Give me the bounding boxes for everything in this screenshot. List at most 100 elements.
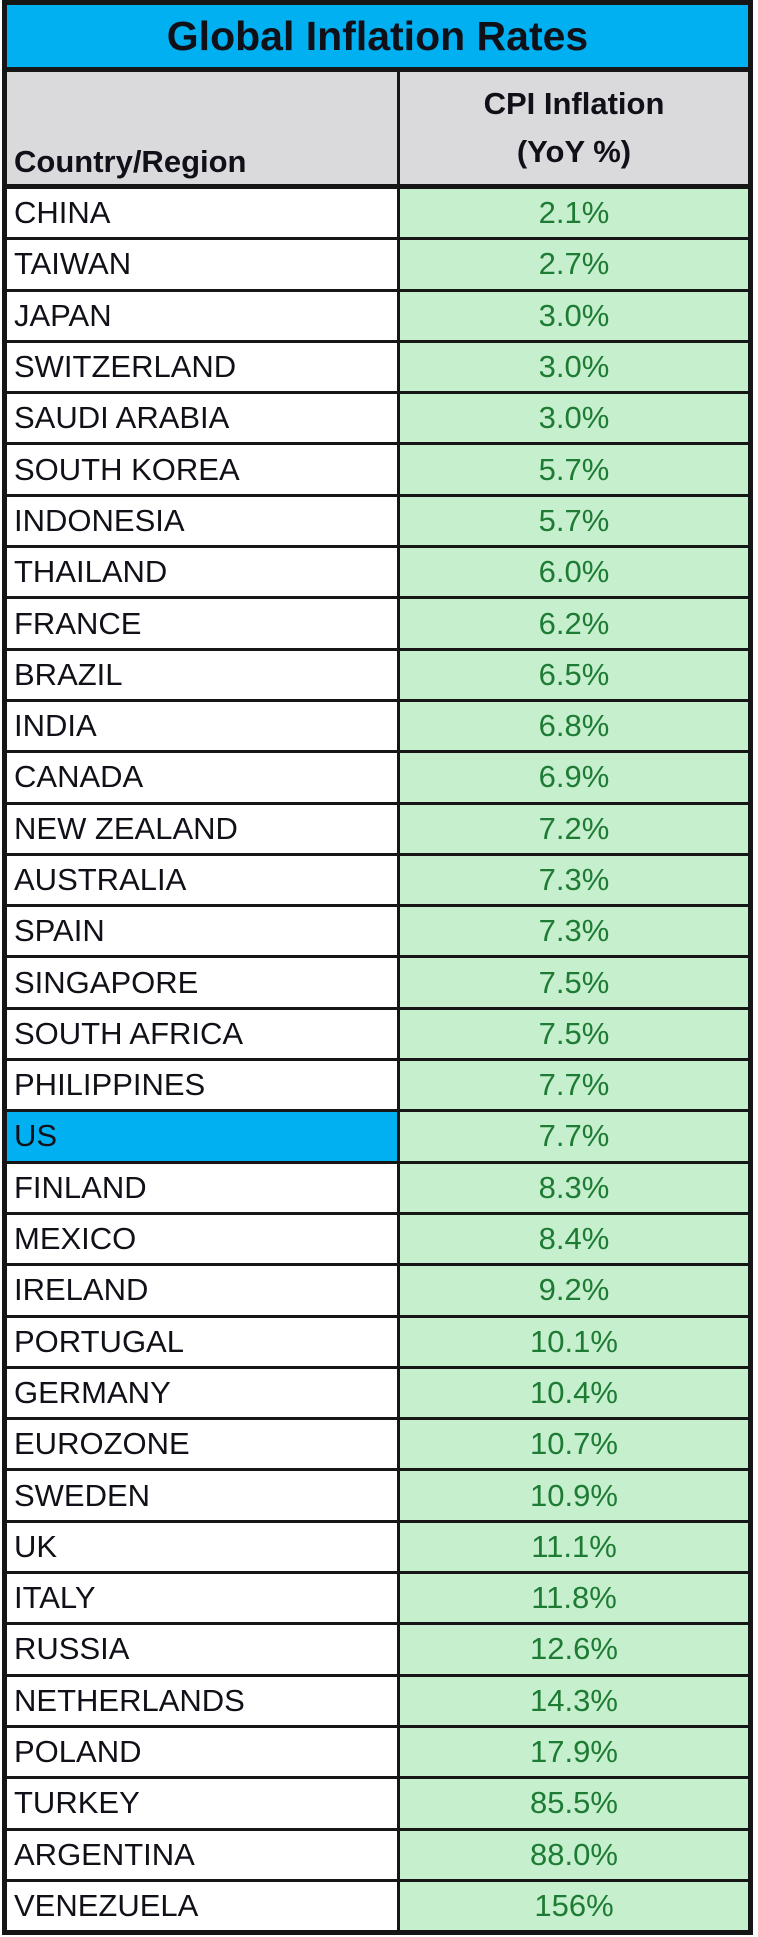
value-cell: 10.1% (400, 1317, 748, 1366)
table-row: FINLAND 8.3% (7, 1160, 748, 1212)
table-row: SPAIN 7.3% (7, 904, 748, 956)
country-cell: AUSTRALIA (7, 855, 400, 905)
table-row: ARGENTINA 88.0% (7, 1827, 748, 1879)
table-row: UK 11.1% (7, 1519, 748, 1572)
value-cell: 7.5% (400, 958, 748, 1007)
table-row: GERMANY 10.4% (7, 1365, 748, 1418)
country-cell: NETHERLANDS (7, 1676, 400, 1725)
table-row: CANADA 6.9% (7, 750, 748, 802)
table-row: SWEDEN 10.9% (7, 1468, 748, 1520)
table-row: INDONESIA 5.7% (7, 493, 748, 546)
country-cell: THAILAND (7, 548, 400, 597)
country-cell: SWITZERLAND (7, 342, 400, 392)
country-cell: INDIA (7, 701, 400, 751)
value-cell: 5.7% (400, 496, 748, 546)
country-cell: BRAZIL (7, 650, 400, 699)
table-row: AUSTRALIA 7.3% (7, 852, 748, 905)
table-row: PORTUGAL 10.1% (7, 1314, 748, 1366)
value-cell: 7.7% (400, 1112, 748, 1161)
value-cell: 8.3% (400, 1163, 748, 1212)
value-cell: 6.8% (400, 701, 748, 751)
country-cell: TURKEY (7, 1779, 400, 1828)
value-cell: 6.9% (400, 753, 748, 802)
table-row: SOUTH AFRICA 7.5% (7, 1006, 748, 1059)
table-rows: CHINA 2.1% TAIWAN 2.7% JAPAN 3.0% SWITZE… (7, 189, 748, 1931)
table-row: RUSSIA 12.6% (7, 1622, 748, 1674)
value-cell: 10.7% (400, 1420, 748, 1469)
country-cell: FINLAND (7, 1163, 400, 1212)
value-cell: 10.4% (400, 1368, 748, 1418)
value-cell: 17.9% (400, 1727, 748, 1777)
country-cell: CANADA (7, 753, 400, 802)
table-row: ITALY 11.8% (7, 1571, 748, 1623)
country-cell: PORTUGAL (7, 1317, 400, 1366)
country-cell: EUROZONE (7, 1420, 400, 1469)
value-cell: 9.2% (400, 1266, 748, 1315)
country-cell: SWEDEN (7, 1471, 400, 1520)
table-row: TAIWAN 2.7% (7, 237, 748, 289)
table-row: IRELAND 9.2% (7, 1263, 748, 1315)
value-cell: 7.3% (400, 907, 748, 956)
country-cell: ARGENTINA (7, 1830, 400, 1879)
country-cell: VENEZUELA (7, 1881, 400, 1931)
header-value-column: CPI Inflation (YoY %) (483, 85, 665, 169)
table-row: VENEZUELA 156% (7, 1878, 748, 1931)
value-cell: 6.0% (400, 548, 748, 597)
country-cell: NEW ZEALAND (7, 804, 400, 853)
value-cell: 2.7% (400, 240, 748, 289)
country-cell: MEXICO (7, 1214, 400, 1264)
value-cell: 88.0% (400, 1830, 748, 1879)
table-row: EUROZONE 10.7% (7, 1417, 748, 1469)
value-cell: 8.4% (400, 1214, 748, 1264)
value-cell: 5.7% (400, 445, 748, 494)
country-cell: SAUDI ARABIA (7, 394, 400, 443)
value-cell: 3.0% (400, 394, 748, 443)
value-cell: 14.3% (400, 1676, 748, 1725)
table-title: Global Inflation Rates (7, 5, 748, 72)
country-cell: SPAIN (7, 907, 400, 956)
value-cell: 7.7% (400, 1061, 748, 1110)
table-row: PHILIPPINES 7.7% (7, 1058, 748, 1110)
header-country-column: Country/Region (7, 72, 400, 184)
table-row: POLAND 17.9% (7, 1724, 748, 1777)
country-cell: JAPAN (7, 291, 400, 340)
table-row: MEXICO 8.4% (7, 1211, 748, 1264)
country-cell: UK (7, 1522, 400, 1572)
country-cell: US (7, 1112, 400, 1161)
country-cell: SOUTH KOREA (7, 445, 400, 494)
table-row: CHINA 2.1% (7, 189, 748, 238)
country-cell: TAIWAN (7, 240, 400, 289)
table-row: SINGAPORE 7.5% (7, 955, 748, 1007)
value-cell: 85.5% (400, 1779, 748, 1828)
table-row: SAUDI ARABIA 3.0% (7, 391, 748, 443)
value-cell: 7.5% (400, 1009, 748, 1059)
value-cell: 11.8% (400, 1574, 748, 1623)
value-cell: 7.2% (400, 804, 748, 853)
value-cell: 6.2% (400, 599, 748, 648)
table-row: FRANCE 6.2% (7, 596, 748, 648)
value-cell: 6.5% (400, 650, 748, 699)
table-row: SOUTH KOREA 5.7% (7, 442, 748, 494)
country-cell: CHINA (7, 189, 400, 238)
country-cell: ITALY (7, 1574, 400, 1623)
country-cell: IRELAND (7, 1266, 400, 1315)
value-cell: 7.3% (400, 855, 748, 905)
value-cell: 3.0% (400, 342, 748, 392)
table-row: NETHERLANDS 14.3% (7, 1673, 748, 1725)
country-cell: RUSSIA (7, 1625, 400, 1674)
country-cell: POLAND (7, 1727, 400, 1777)
table-row: TURKEY 85.5% (7, 1776, 748, 1828)
table-row: THAILAND 6.0% (7, 545, 748, 597)
table-row: US 7.7% (7, 1109, 748, 1161)
value-cell: 156% (400, 1881, 748, 1931)
country-cell: SOUTH AFRICA (7, 1009, 400, 1059)
table-row: NEW ZEALAND 7.2% (7, 801, 748, 853)
value-cell: 2.1% (400, 189, 748, 238)
country-cell: INDONESIA (7, 496, 400, 546)
table-header: Country/Region CPI Inflation (YoY %) (7, 72, 748, 189)
country-cell: FRANCE (7, 599, 400, 648)
value-cell: 10.9% (400, 1471, 748, 1520)
country-cell: SINGAPORE (7, 958, 400, 1007)
table-row: SWITZERLAND 3.0% (7, 339, 748, 392)
